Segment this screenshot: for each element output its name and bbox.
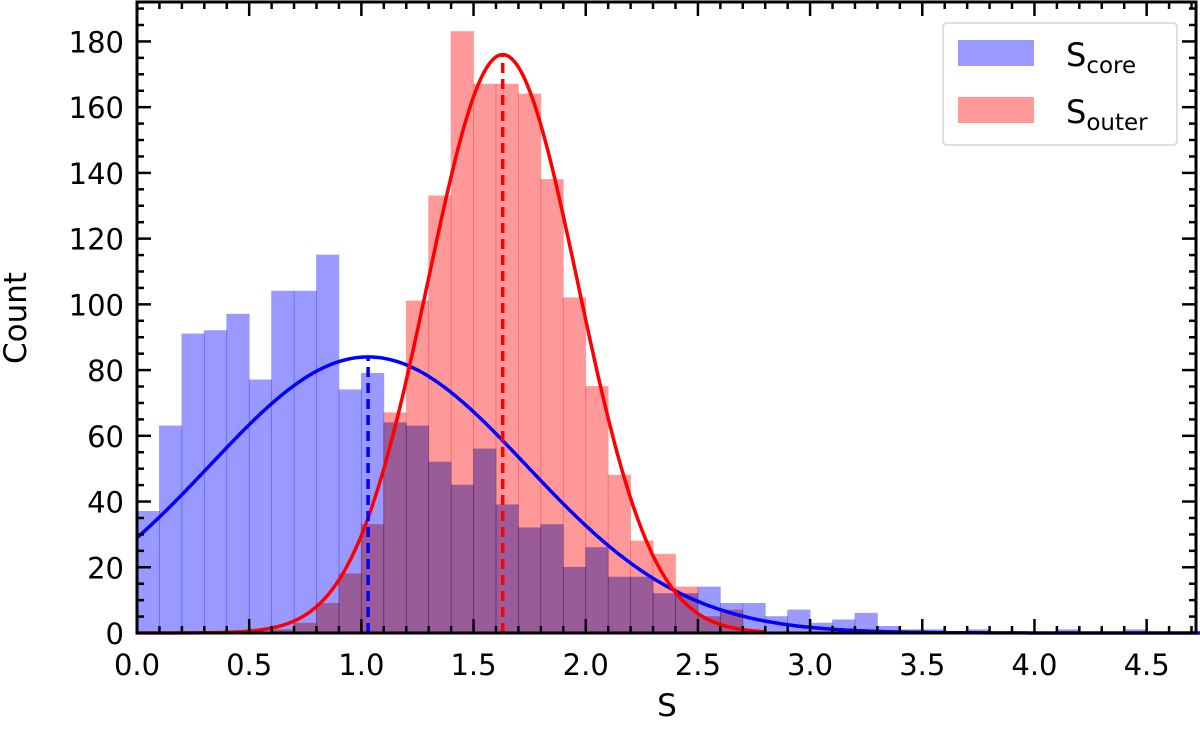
histogram-bar: [293, 290, 317, 634]
histogram-bar: [630, 540, 654, 634]
x-tick-label: 4.0: [1011, 648, 1057, 682]
x-tick-label: 2.5: [675, 648, 721, 682]
y-tick-label: 140: [69, 157, 124, 191]
y-tick-label: 160: [69, 91, 124, 125]
legend-label-core: Score: [1066, 36, 1136, 79]
y-tick-label: 100: [69, 288, 124, 322]
histogram-bar: [405, 300, 430, 634]
histogram-bar: [518, 93, 542, 634]
x-tick-label: 3.5: [899, 648, 945, 682]
x-tick-label: 2.0: [563, 648, 609, 682]
legend: Score Souter: [942, 22, 1178, 146]
x-tick-label: 0.5: [226, 648, 272, 682]
histogram-bar: [316, 603, 340, 634]
histogram-bar: [495, 83, 519, 634]
x-axis-label: S: [657, 688, 677, 724]
legend-swatch-outer: [958, 97, 1034, 123]
axes-frame: [135, 0, 1198, 635]
x-tick-label: 1.5: [450, 648, 496, 682]
histogram-bar: [585, 386, 609, 634]
legend-item-outer: Souter: [958, 93, 1148, 136]
x-tick-label: 1.0: [338, 648, 384, 682]
legend-item-core: Score: [958, 36, 1136, 79]
histogram-bar: [383, 412, 407, 634]
y-tick-label: 40: [87, 486, 124, 520]
x-tick-label: 4.5: [1124, 648, 1170, 682]
histogram-bar: [360, 524, 385, 634]
legend-label-outer: Souter: [1066, 93, 1148, 136]
y-tick-label: 0: [106, 617, 124, 651]
histogram-bar: [473, 83, 497, 634]
x-tick-label: 0.0: [114, 648, 160, 682]
histogram-bar: [338, 573, 362, 634]
y-tick-label: 80: [87, 354, 124, 388]
legend-swatch-core: [958, 40, 1034, 66]
y-tick-label: 20: [87, 551, 124, 585]
y-tick-label: 120: [69, 223, 124, 257]
histogram-bar: [316, 254, 340, 634]
x-tick-label: 3.0: [787, 648, 833, 682]
histogram-bar: [787, 609, 811, 634]
histogram-bar: [203, 330, 228, 634]
histogram-bar: [159, 425, 183, 634]
histogram-bar: [226, 313, 250, 634]
histogram-bar: [450, 31, 474, 634]
y-axis-label: Count: [0, 272, 34, 364]
axis-ticks: [135, 2, 1196, 635]
y-tick-label: 180: [69, 25, 124, 59]
plot-frame: [135, 0, 1198, 635]
histogram-bar: [248, 379, 273, 634]
histogram-bar: [540, 179, 564, 634]
tick-labels: 0.0 0.5 1.0 1.5 2.0 2.5 3.0 3.5 4.0 4.5 0 20 40 60 80 1…: [69, 25, 1170, 682]
histogram-bar: [562, 297, 587, 634]
histogram-bar: [271, 290, 295, 634]
y-tick-label: 60: [87, 420, 124, 454]
